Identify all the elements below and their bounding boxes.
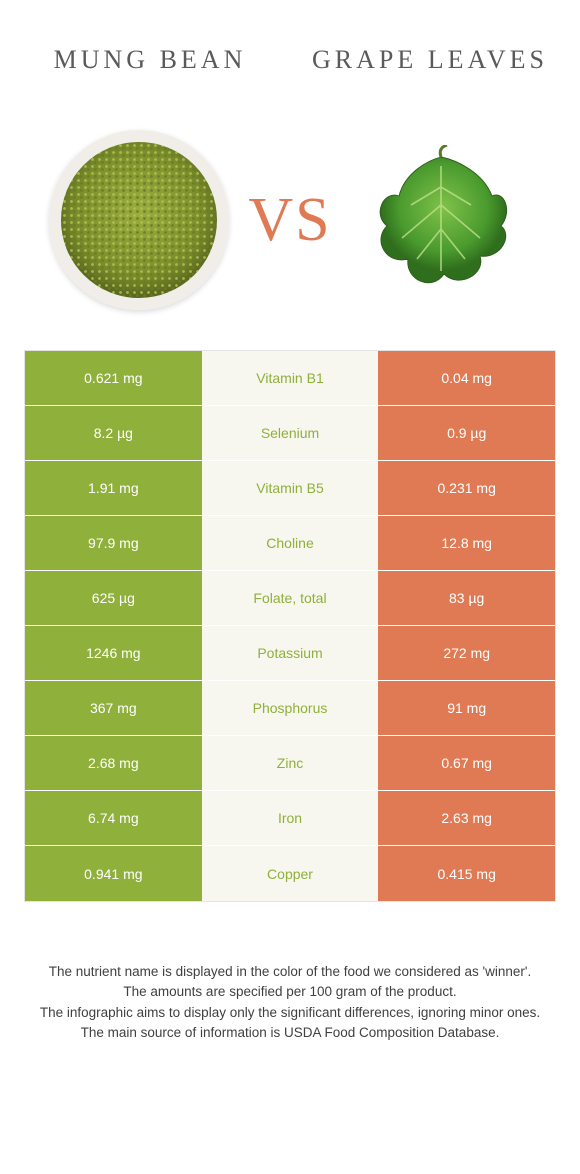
header: MUNG BEAN GRAPE LEAVES: [0, 0, 580, 110]
nutrient-name-cell: Iron: [202, 791, 379, 845]
table-row: 0.621 mgVitamin B10.04 mg: [25, 351, 555, 406]
right-value-cell: 2.63 mg: [378, 791, 555, 845]
table-row: 0.941 mgCopper0.415 mg: [25, 846, 555, 901]
right-food-title: GRAPE LEAVES: [290, 45, 570, 75]
right-value-cell: 0.231 mg: [378, 461, 555, 515]
hero: VS: [0, 110, 580, 350]
left-food-image: [44, 125, 234, 315]
table-row: 97.9 mgCholine12.8 mg: [25, 516, 555, 571]
left-value-cell: 1.91 mg: [25, 461, 202, 515]
nutrient-name-cell: Copper: [202, 846, 379, 901]
right-value-cell: 0.9 µg: [378, 406, 555, 460]
table-row: 625 µgFolate, total83 µg: [25, 571, 555, 626]
left-value-cell: 2.68 mg: [25, 736, 202, 790]
left-value-cell: 8.2 µg: [25, 406, 202, 460]
table-row: 1246 mgPotassium272 mg: [25, 626, 555, 681]
nutrient-name-cell: Vitamin B5: [202, 461, 379, 515]
right-value-cell: 0.415 mg: [378, 846, 555, 901]
left-value-cell: 1246 mg: [25, 626, 202, 680]
footer-line: The main source of information is USDA F…: [34, 1023, 546, 1043]
footer-line: The amounts are specified per 100 gram o…: [34, 982, 546, 1002]
footer-notes: The nutrient name is displayed in the co…: [34, 962, 546, 1043]
nutrient-table: 0.621 mgVitamin B10.04 mg8.2 µgSelenium0…: [24, 350, 556, 902]
nutrient-name-cell: Selenium: [202, 406, 379, 460]
right-food-image: [346, 125, 536, 315]
footer-line: The nutrient name is displayed in the co…: [34, 962, 546, 982]
left-value-cell: 97.9 mg: [25, 516, 202, 570]
table-row: 367 mgPhosphorus91 mg: [25, 681, 555, 736]
right-value-cell: 12.8 mg: [378, 516, 555, 570]
right-value-cell: 272 mg: [378, 626, 555, 680]
nutrient-name-cell: Vitamin B1: [202, 351, 379, 405]
left-value-cell: 0.941 mg: [25, 846, 202, 901]
right-value-cell: 91 mg: [378, 681, 555, 735]
right-value-cell: 0.04 mg: [378, 351, 555, 405]
table-row: 2.68 mgZinc0.67 mg: [25, 736, 555, 791]
left-value-cell: 625 µg: [25, 571, 202, 625]
grape-leaf-icon: [346, 125, 536, 315]
table-row: 6.74 mgIron2.63 mg: [25, 791, 555, 846]
vs-label: VS: [248, 185, 331, 256]
left-value-cell: 367 mg: [25, 681, 202, 735]
left-value-cell: 0.621 mg: [25, 351, 202, 405]
mung-bean-bowl-icon: [49, 130, 229, 310]
nutrient-name-cell: Zinc: [202, 736, 379, 790]
table-row: 8.2 µgSelenium0.9 µg: [25, 406, 555, 461]
nutrient-name-cell: Choline: [202, 516, 379, 570]
table-row: 1.91 mgVitamin B50.231 mg: [25, 461, 555, 516]
left-food-title: MUNG BEAN: [10, 45, 290, 75]
nutrient-name-cell: Potassium: [202, 626, 379, 680]
right-value-cell: 0.67 mg: [378, 736, 555, 790]
nutrient-name-cell: Phosphorus: [202, 681, 379, 735]
right-value-cell: 83 µg: [378, 571, 555, 625]
left-value-cell: 6.74 mg: [25, 791, 202, 845]
footer-line: The infographic aims to display only the…: [34, 1003, 546, 1023]
nutrient-name-cell: Folate, total: [202, 571, 379, 625]
